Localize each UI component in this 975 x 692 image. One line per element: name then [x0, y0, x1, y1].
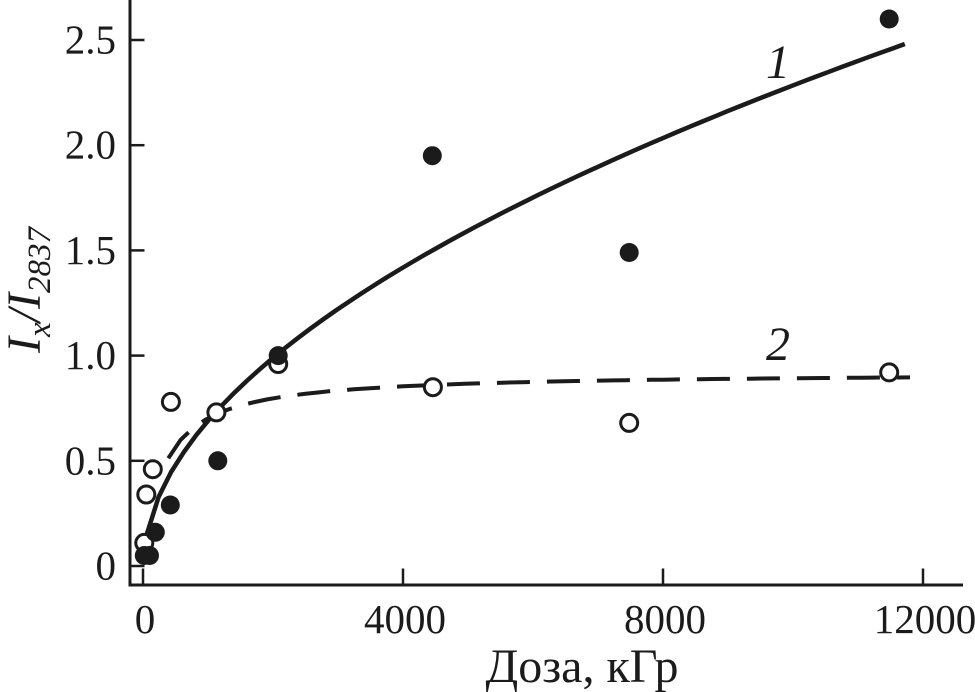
filled-circle-point-series-1	[160, 495, 180, 515]
filled-circle-point-series-1	[422, 146, 442, 166]
y-tick-label: 2.0	[65, 122, 116, 168]
fit-curves	[143, 41, 911, 538]
x-tick-label: 4000	[364, 596, 446, 642]
open-circle-point-series-2	[136, 484, 157, 505]
x-axis-label: Доза, кГр	[485, 640, 678, 692]
open-circle-point-series-2	[422, 377, 443, 398]
curve-2-label: 2	[766, 318, 790, 371]
filled-circle-point-series-1	[208, 451, 228, 471]
y-tick-label: 1.5	[65, 227, 116, 273]
y-label-sub-x: x	[22, 322, 58, 338]
y-label-base-2: I	[0, 291, 51, 310]
y-label-sub-2837: 2837	[22, 226, 58, 294]
y-tick-label: 0.5	[65, 437, 116, 483]
open-circle-point-series-2	[160, 391, 181, 412]
y-ticks: 0 0.5 1.0 1.5 2.0 2.5	[65, 17, 145, 589]
y-tick-label: 0	[96, 543, 117, 589]
y-tick-label: 2.5	[65, 17, 116, 63]
x-tick-label: 0	[135, 596, 156, 642]
filled-circle-point-series-1	[619, 243, 639, 262]
open-circle-point-series-2	[206, 402, 227, 423]
x-tick-label: 8000	[624, 596, 706, 642]
y-label-base-1: I	[0, 335, 51, 354]
curve-1-solid	[143, 41, 906, 538]
open-circle-point-series-2	[142, 459, 163, 480]
y-label-slash: /	[0, 305, 51, 325]
filled-circle-point-series-1	[879, 9, 899, 29]
curve-2-dashed	[166, 375, 911, 460]
filled-circle-point-series-1	[268, 346, 288, 366]
axes	[128, 0, 963, 587]
curve-1-label: 1	[766, 36, 790, 89]
y-axis-label: Ix/I2837	[0, 226, 58, 354]
open-circle-point-series-2	[619, 412, 640, 433]
open-circle-point-series-2	[879, 362, 900, 383]
y-tick-label: 1.0	[65, 332, 116, 378]
filled-circle-point-series-1	[145, 522, 165, 542]
x-tick-label: 12000	[874, 596, 975, 642]
data-points	[134, 9, 900, 565]
x-ticks: 0 4000 8000 12000	[135, 568, 975, 642]
filled-circle-point-series-1	[140, 546, 159, 565]
